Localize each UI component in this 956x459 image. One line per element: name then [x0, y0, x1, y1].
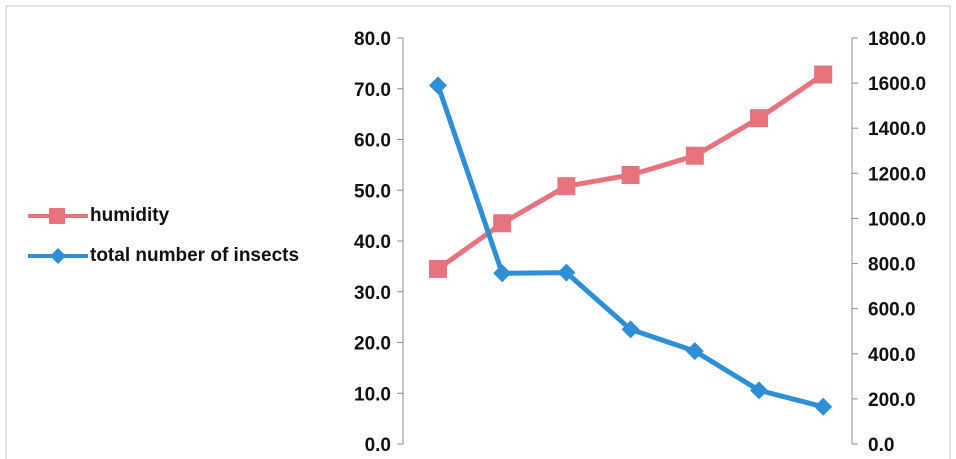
right-axis-tick-label: 1400.0	[868, 119, 926, 140]
right-axis-tick-label: 1000.0	[868, 209, 926, 230]
left-axis-tick-label: 70.0	[354, 80, 391, 101]
legend-label-insects: total number of insects	[90, 245, 300, 266]
humidity-point	[750, 109, 768, 128]
insects-point	[750, 381, 768, 400]
chart-border	[5, 5, 951, 459]
legend: humidity total number of insects	[28, 196, 299, 276]
humidity-point	[685, 146, 704, 165]
legend-label-humidity: humidity	[90, 205, 170, 226]
left-axis-tick-label: 40.0	[354, 232, 391, 253]
left-axis-tick-label: 0.0	[365, 435, 391, 456]
insects-point	[814, 397, 833, 416]
left-axis-tick-label: 80.0	[354, 29, 391, 50]
legend-swatch-insects	[28, 248, 88, 264]
legend-item-insects: total number of insects	[28, 236, 299, 276]
insects-point	[621, 320, 640, 339]
humidity-point	[814, 65, 833, 84]
left-axis-tick-label: 20.0	[354, 334, 391, 355]
right-axis-tick-label: 0.0	[868, 435, 894, 456]
insects-point	[493, 264, 512, 283]
humidity-point	[429, 259, 447, 278]
insects-point	[685, 342, 704, 361]
right-axis-tick-label: 400.0	[868, 345, 916, 366]
left-axis-tick-label: 30.0	[354, 283, 391, 304]
humidity-point	[493, 214, 512, 233]
series-markers	[429, 65, 833, 416]
right-axis-tick-label: 800.0	[868, 255, 916, 276]
insects-point	[429, 76, 447, 95]
right-axis-tick-label: 1200.0	[868, 164, 926, 185]
humidity-point	[621, 166, 640, 185]
left-axis-tick-label: 10.0	[354, 384, 391, 405]
humidity-point	[557, 177, 576, 196]
legend-item-humidity: humidity	[28, 196, 299, 236]
right-axis-tick-label: 200.0	[868, 390, 916, 411]
right-axis-tick-label: 1600.0	[868, 74, 926, 95]
axes: 0.0 10.0 20.0 30.0 40.0 50.0 60.0 70.0 80.0 0.0 20…	[354, 29, 926, 456]
right-axis-tick-label: 600.0	[868, 300, 916, 321]
series-line-insects	[435, 84, 824, 410]
legend-swatch-humidity	[28, 208, 88, 224]
insects-point	[557, 263, 576, 282]
left-axis-tick-label: 60.0	[354, 131, 391, 152]
right-axis-tick-label: 1800.0	[868, 29, 926, 50]
left-axis-tick-label: 50.0	[354, 181, 391, 202]
